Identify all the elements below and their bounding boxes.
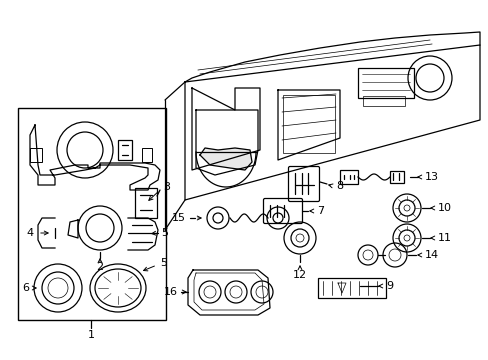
Text: 14: 14 xyxy=(424,250,438,260)
Text: 13: 13 xyxy=(424,172,438,182)
Text: 9: 9 xyxy=(385,281,392,291)
Bar xyxy=(317,278,385,298)
Bar xyxy=(283,95,334,153)
Text: 10: 10 xyxy=(437,203,451,213)
Text: 15: 15 xyxy=(172,213,185,223)
Bar xyxy=(30,148,42,162)
Text: 1: 1 xyxy=(87,330,94,340)
Text: 6: 6 xyxy=(22,283,29,293)
Text: 7: 7 xyxy=(316,206,324,216)
Bar xyxy=(118,140,132,160)
Bar xyxy=(339,170,357,184)
Text: 4: 4 xyxy=(27,228,34,238)
Bar xyxy=(142,148,152,162)
Text: 16: 16 xyxy=(163,287,178,297)
Text: 8: 8 xyxy=(335,181,343,191)
Text: 5: 5 xyxy=(160,258,167,268)
Text: 2: 2 xyxy=(96,262,103,272)
Polygon shape xyxy=(200,148,251,170)
Text: 5: 5 xyxy=(161,228,168,238)
Bar xyxy=(135,188,157,218)
Text: 3: 3 xyxy=(163,182,170,192)
Bar xyxy=(18,108,165,320)
Bar xyxy=(357,68,413,98)
Text: 12: 12 xyxy=(292,270,306,280)
Text: 11: 11 xyxy=(437,233,451,243)
Bar xyxy=(362,96,404,106)
Bar xyxy=(389,171,403,183)
